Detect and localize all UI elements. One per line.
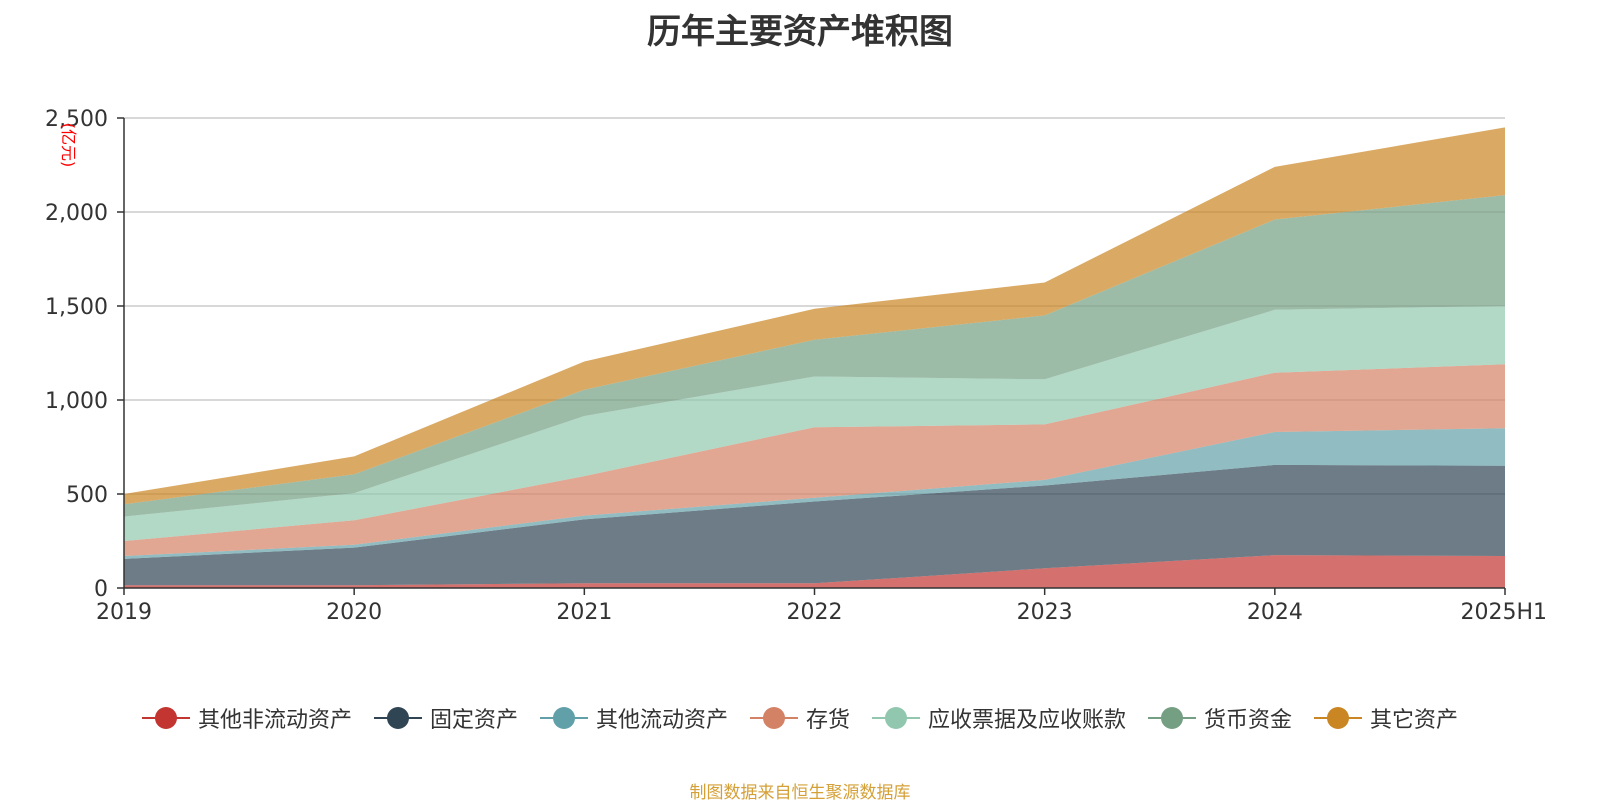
x-tick-label: 2025H1 — [1460, 600, 1547, 625]
legend-marker-icon — [373, 706, 422, 730]
legend-label: 应收票据及应收账款 — [928, 708, 1127, 733]
legend-item[interactable]: 固定资产 — [373, 702, 518, 734]
x-tick-label: 2022 — [787, 600, 843, 625]
area-series-1 — [124, 464, 1505, 586]
legend-label: 固定资产 — [429, 708, 518, 733]
tick-labels: 0 500 1,000 1,500 2,000 2,500 2019 2020 2021 2022… — [45, 107, 1547, 625]
legend-marker-icon — [749, 706, 798, 730]
x-tick-label: 2020 — [326, 600, 382, 625]
y-tick-label: 0 — [94, 577, 108, 602]
y-tick-label: 2,000 — [45, 201, 108, 226]
legend-marker-icon — [141, 706, 190, 730]
legend-marker-icon — [872, 706, 920, 730]
y-tick-label: 1,500 — [45, 295, 108, 320]
legend-item[interactable]: 货币资金 — [1148, 702, 1292, 734]
legend-label: 其他流动资产 — [595, 708, 728, 733]
axes — [117, 117, 1506, 595]
legend-item[interactable]: 其他非流动资产 — [141, 702, 352, 734]
area-series — [124, 127, 1505, 588]
legend-marker-icon — [1314, 706, 1363, 730]
legend-label: 其它资产 — [1370, 708, 1459, 733]
y-tick-label: 2,500 — [45, 107, 108, 132]
legend-item[interactable]: 其它资产 — [1314, 702, 1458, 734]
y-axis-unit-label: (亿元) — [59, 123, 78, 168]
legend-label: 存货 — [805, 708, 850, 733]
area-series-6 — [124, 127, 1505, 505]
x-tick-label: 2023 — [1017, 600, 1073, 625]
x-tick-label: 2019 — [96, 600, 152, 625]
y-tick-label: 500 — [66, 483, 108, 508]
legend-item[interactable]: 应收票据及应收账款 — [872, 702, 1126, 734]
chart-title: 历年主要资产堆积图 — [647, 12, 953, 52]
source-note: 制图数据来自恒生聚源数据库 — [689, 783, 911, 803]
area-series-0 — [124, 555, 1505, 588]
x-tick-label: 2021 — [556, 600, 612, 625]
x-tick-label: 2024 — [1247, 600, 1303, 625]
area-series-5 — [124, 195, 1505, 517]
legend-marker-icon — [1148, 706, 1197, 730]
legend-item[interactable]: 存货 — [749, 702, 850, 734]
legend-label: 其他非流动资产 — [197, 708, 352, 733]
area-series-3 — [124, 364, 1505, 556]
legend-item[interactable]: 其他流动资产 — [539, 702, 728, 734]
area-series-4 — [124, 306, 1505, 541]
legend: 其他非流动资产 固定资产 其他流动资产 存货 应收票据及应收账款 货币资金 其它资产 — [0, 702, 1600, 734]
legend-label: 货币资金 — [1204, 708, 1293, 733]
y-tick-label: 1,000 — [45, 389, 108, 414]
area-series-2 — [124, 428, 1505, 559]
legend-marker-icon — [539, 706, 588, 730]
